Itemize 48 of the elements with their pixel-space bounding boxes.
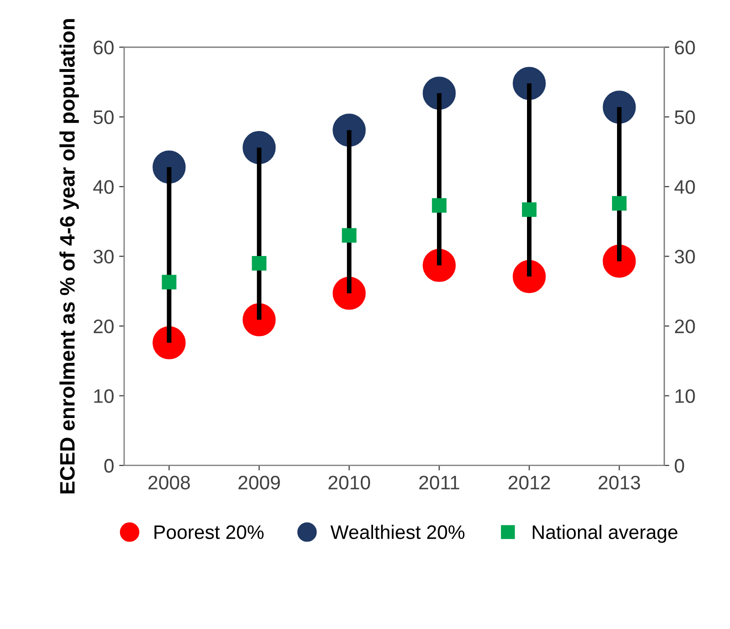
point [512, 260, 546, 294]
legend-label: Poorest 20% [154, 525, 264, 540]
y2-tick-label: 50 [674, 110, 695, 124]
point [612, 196, 627, 211]
x-tick-label: 2013 [598, 476, 640, 490]
bar [527, 83, 532, 277]
y2-tick-label: 10 [676, 389, 695, 403]
point [512, 66, 546, 100]
y-tick-label: 50 [94, 110, 114, 124]
point [602, 90, 636, 124]
point [332, 276, 366, 310]
legend-label: Wealthiest 20% [330, 524, 464, 540]
bar [617, 107, 622, 262]
x-tick-label: 2009 [238, 476, 280, 490]
point [522, 202, 537, 217]
y-axis-title: ECED enrolment as % of 4-6 year old population [59, 19, 79, 494]
x-tick-label: 2012 [508, 476, 550, 490]
point [252, 256, 266, 271]
point [242, 303, 276, 336]
legend-label: National average [532, 524, 678, 543]
point [332, 114, 366, 147]
bar [256, 148, 262, 320]
y2-tick-label: 60 [675, 40, 695, 54]
y-tick-label: 20 [94, 320, 114, 334]
point [242, 131, 276, 164]
y-tick-label: 0 [104, 458, 114, 473]
point [152, 150, 186, 184]
point [162, 274, 176, 290]
y2-tick-label: 30 [674, 250, 695, 264]
point [422, 248, 456, 282]
bar [166, 167, 172, 343]
bar [346, 130, 352, 294]
point [342, 228, 356, 243]
point [422, 76, 456, 110]
bar [436, 93, 442, 266]
point [432, 198, 446, 213]
y-tick-label: 10 [94, 389, 114, 403]
point [152, 326, 186, 360]
x-tick-label: 2010 [328, 476, 370, 490]
y-tick-label: 60 [94, 40, 114, 54]
x-tick-label: 2008 [148, 476, 190, 490]
y-tick-label: 30 [93, 250, 114, 264]
y-tick-label: 40 [93, 180, 114, 194]
y2-tick-label: 20 [675, 320, 695, 334]
point [602, 244, 636, 278]
y2-tick-label: 40 [674, 180, 695, 194]
y2-tick-label: 0 [674, 458, 684, 473]
x-tick-label: 2011 [419, 476, 460, 490]
